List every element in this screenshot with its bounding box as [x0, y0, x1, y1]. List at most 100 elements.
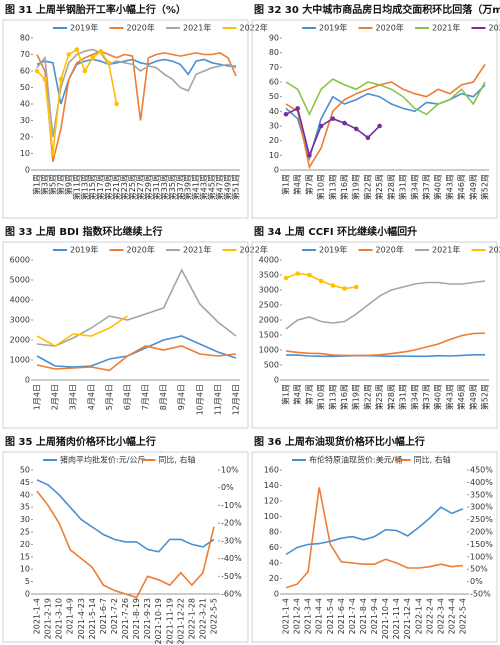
x-tick-label: 9月4日: [177, 384, 186, 410]
y-tick-label: 15: [20, 552, 30, 561]
series-line: [36, 48, 237, 138]
y2-tick-label: -40%: [221, 554, 242, 563]
x-tick-label: 2022-4-4: [447, 598, 456, 634]
y-tick-label: 30: [269, 122, 279, 131]
y-tick-label: 10: [20, 565, 30, 574]
series-line: [36, 268, 237, 347]
x-tick-label: 第5周: [47, 174, 57, 195]
panel-border: [2, 451, 249, 643]
panel-border: [251, 451, 498, 643]
x-tick-label: 第4周: [292, 384, 302, 405]
x-tick-label: 第47周: [215, 174, 225, 200]
x-tick-label: 第43周: [444, 384, 454, 410]
x-tick-label: 第43周: [199, 174, 209, 200]
y-tick-label: 1500: [259, 331, 279, 340]
x-tick-label: 2021-12-4: [403, 598, 412, 639]
y-tick-label: 20: [20, 540, 30, 549]
x-tick-label: 12月4日: [232, 384, 241, 415]
point: [283, 275, 289, 281]
legend-label: 2022年: [240, 245, 268, 255]
series-line: [36, 345, 237, 372]
point: [330, 283, 336, 288]
x-tick-label: 第7周: [55, 174, 65, 195]
x-tick-label: 2022-1-4: [414, 598, 423, 634]
y-tick-label: 140: [264, 481, 279, 490]
y-tick-label: 0: [25, 590, 30, 599]
point: [295, 271, 301, 276]
x-tick-label: 第17周: [95, 174, 105, 200]
x-tick-label: 第31周: [151, 174, 161, 200]
panel-border: [2, 241, 249, 429]
chart-title: 图 35 上周猪肉价格环比小幅上行: [5, 435, 156, 448]
series-line: [285, 487, 464, 589]
series-line: [285, 107, 381, 158]
point: [353, 126, 359, 132]
legend-label: 2020年: [376, 23, 404, 33]
point: [283, 111, 289, 117]
x-tick-label: 第37周: [421, 174, 431, 200]
x-tick-label: 第16周: [339, 384, 349, 410]
legend-label: 2022年: [489, 245, 500, 255]
point: [295, 106, 301, 111]
x-tick-label: 第28周: [386, 384, 396, 410]
y2-tick-label: 0%: [470, 577, 483, 586]
y2-tick-label: -20%: [221, 519, 242, 528]
legend-label: 2021年: [432, 23, 460, 33]
y-tick-label: 70: [20, 50, 30, 59]
chart-title: 图 33 上周 BDI 指数环比继续上行: [5, 225, 163, 238]
y-tick-label: 3500: [259, 271, 279, 280]
x-tick-label: 2022-1-28: [187, 598, 196, 639]
series-line: [285, 280, 486, 330]
x-tick-label: 第43周: [444, 174, 454, 200]
series-line: [36, 50, 237, 162]
y-tick-label: 10: [20, 149, 30, 158]
legend-label: 2022年: [240, 23, 268, 33]
series-line: [36, 490, 215, 599]
x-tick-label: 2021-3-10: [55, 598, 64, 639]
y-tick-label: 0: [274, 590, 279, 599]
x-tick-label: 2021-7-2: [110, 598, 119, 634]
y2-tick-label: 400%: [470, 478, 493, 487]
x-tick-label: 2021-5-4: [326, 598, 335, 634]
x-tick-label: 第7周: [304, 174, 314, 195]
y-tick-label: 2500: [259, 301, 279, 310]
y-tick-label: 1000: [10, 356, 30, 365]
x-tick-label: 第51周: [231, 174, 241, 200]
point: [330, 116, 336, 121]
point: [353, 284, 359, 290]
legend-label: 2020年: [376, 245, 404, 255]
x-tick-label: 6月4日: [123, 384, 132, 410]
x-tick-label: 第40周: [433, 384, 443, 410]
point: [307, 272, 312, 278]
x-tick-label: 第13周: [79, 174, 89, 200]
x-tick-label: 2021-3-4: [304, 598, 313, 634]
y2-tick-label: 10%: [221, 466, 239, 475]
point: [307, 153, 312, 158]
y-tick-label: 50: [20, 466, 30, 475]
legend-label: 2019年: [70, 245, 98, 255]
y-tick-label: 100: [264, 512, 279, 521]
x-tick-label: 第45周: [207, 174, 217, 200]
point: [50, 151, 56, 156]
y2-tick-label: 300%: [470, 503, 493, 512]
y-tick-label: 40: [269, 559, 279, 568]
legend-label: 2021年: [183, 245, 211, 255]
x-tick-label: 第22周: [362, 174, 372, 200]
y-tick-label: 4000: [10, 296, 30, 305]
y-tick-label: 5000: [10, 276, 30, 285]
panel-border: [251, 241, 498, 429]
y-tick-label: 5: [25, 577, 30, 586]
legend-label: 2019年: [319, 23, 347, 33]
y2-tick-label: -30%: [221, 536, 242, 545]
x-tick-label: 2021-9-4: [370, 598, 379, 634]
y-tick-label: 2000: [259, 316, 279, 325]
y-tick-label: 45: [20, 478, 30, 487]
y2-tick-label: -50%: [470, 590, 491, 599]
legend-label: 2019年: [70, 23, 98, 33]
point: [342, 120, 347, 126]
x-tick-label: 2022-2-4: [425, 598, 434, 634]
y-tick-label: 4000: [259, 256, 279, 265]
x-tick-label: 第46周: [456, 174, 466, 200]
y-tick-label: 30: [20, 116, 30, 125]
x-tick-label: 第37周: [175, 174, 185, 200]
